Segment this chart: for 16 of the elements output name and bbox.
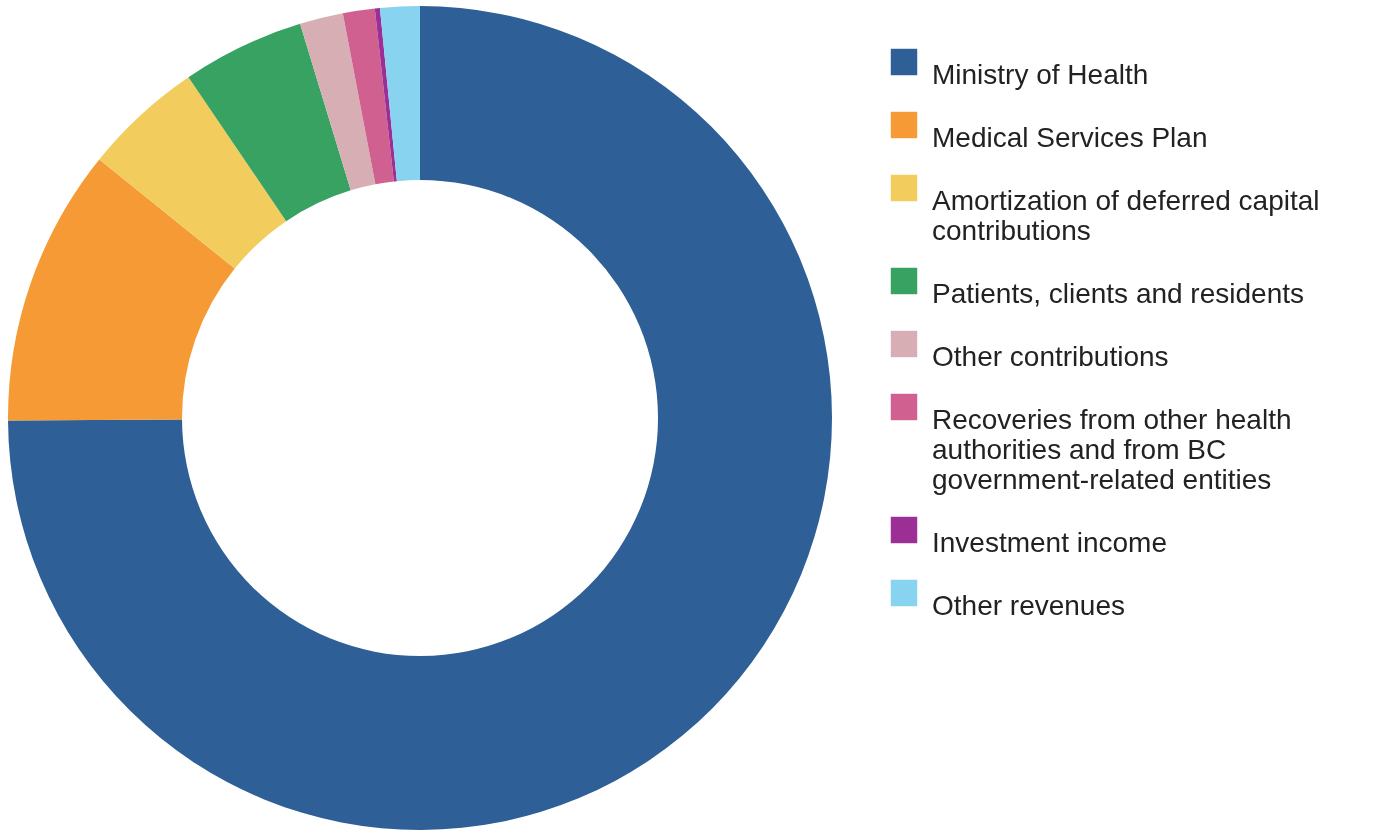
legend-label: Investment income [932, 527, 1167, 558]
donut-slice [99, 77, 287, 269]
legend-label: Ministry of Health [932, 59, 1149, 90]
donut-slice [300, 13, 376, 191]
donut-slice [379, 6, 420, 182]
donut-slice [8, 6, 832, 830]
legend-label: Medical Services Plan [932, 122, 1208, 153]
donut-slice [8, 159, 235, 421]
donut-slice [188, 23, 351, 222]
legend-label: Other revenues [932, 590, 1125, 621]
legend-label: Recoveries from other health authorities and from BC government-related entities [932, 404, 1292, 495]
legend-label: Amortization of deferred capital contributions [932, 185, 1320, 246]
donut-slice [342, 8, 394, 185]
legend-label: Patients, clients and residents [932, 278, 1304, 309]
legend-label: Other contributions [932, 341, 1169, 372]
donut-slice [374, 7, 397, 182]
